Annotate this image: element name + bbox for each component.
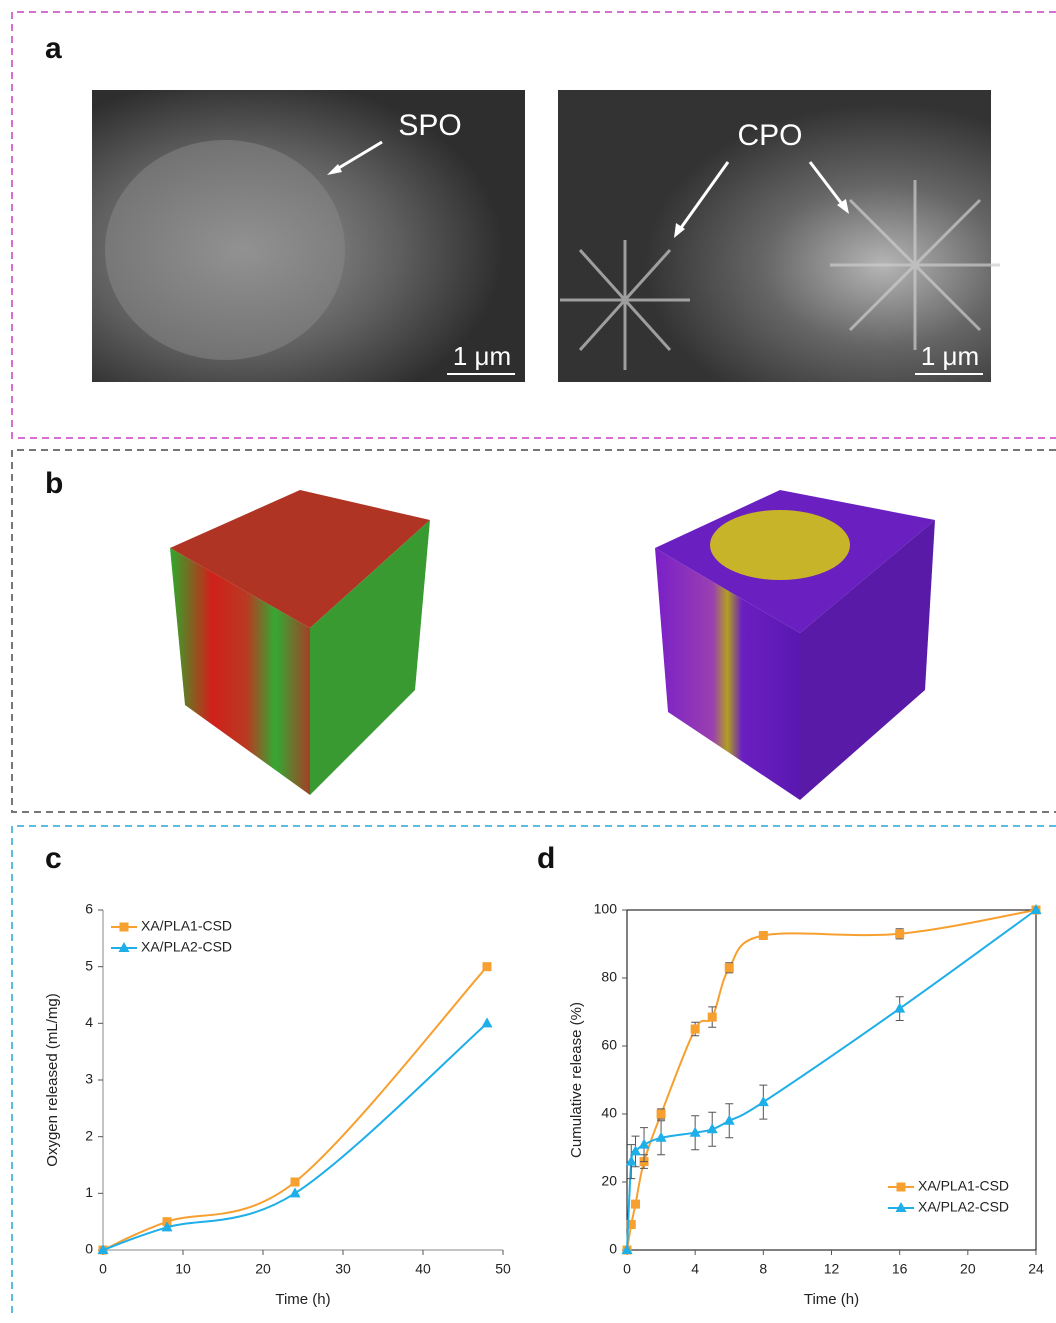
page: {"panel_labels": ["a", "b", "c", "d"], "… (0, 0, 1056, 1323)
particle (105, 140, 345, 360)
y-tick-label: 40 (601, 1105, 617, 1121)
marker (708, 1013, 717, 1022)
panel-label: c (45, 842, 62, 875)
x-tick-label: 0 (99, 1261, 107, 1277)
legend-marker (897, 1183, 906, 1192)
y-tick-label: 60 (601, 1037, 617, 1053)
panel-frame (12, 826, 1056, 1318)
legend-label: XA/PLA2-CSD (918, 1199, 1009, 1215)
panel-label: a (45, 32, 62, 65)
x-tick-label: 4 (691, 1261, 699, 1277)
marker (759, 931, 768, 940)
x-tick-label: 12 (824, 1261, 840, 1277)
y-tick-label: 0 (85, 1241, 93, 1257)
legend-marker (120, 923, 129, 932)
y-tick-label: 1 (85, 1184, 93, 1200)
image-label: SPO (398, 109, 461, 142)
marker (895, 929, 904, 938)
y-axis-title: Oxygen released (mL/mg) (44, 993, 61, 1166)
series-line (103, 967, 487, 1250)
scale-bar-label: 1 μm (921, 341, 979, 371)
x-tick-label: 40 (415, 1261, 431, 1277)
panel-label: d (537, 842, 555, 875)
legend-label: XA/PLA1-CSD (918, 1178, 1009, 1194)
y-axis-title: Cumulative release (%) (568, 1002, 585, 1158)
legend-label: XA/PLA2-CSD (141, 939, 232, 955)
y-tick-label: 6 (85, 901, 93, 917)
y-tick-label: 20 (601, 1173, 617, 1189)
figure: a b c d SPO CPO 1 μm 1 μm 01020304050012… (0, 0, 1056, 1318)
marker (482, 1017, 493, 1027)
x-tick-label: 0 (623, 1261, 631, 1277)
marker (725, 963, 734, 972)
marker (691, 1025, 700, 1034)
x-axis-title: Time (h) (275, 1291, 330, 1308)
x-tick-label: 16 (892, 1261, 908, 1277)
series-line (103, 1023, 487, 1250)
x-tick-label: 8 (759, 1261, 767, 1277)
marker (758, 1096, 769, 1106)
y-tick-label: 80 (601, 969, 617, 985)
x-axis-title: Time (h) (804, 1291, 859, 1308)
y-tick-label: 0 (609, 1241, 617, 1257)
x-tick-label: 10 (175, 1261, 191, 1277)
marker (657, 1110, 666, 1119)
y-tick-label: 4 (85, 1014, 93, 1030)
panel-label: b (45, 467, 63, 500)
y-tick-label: 5 (85, 957, 93, 973)
y-tick-label: 3 (85, 1071, 93, 1087)
marker (631, 1200, 640, 1209)
cube-region (710, 510, 850, 580)
image-label: CPO (737, 119, 802, 152)
y-tick-label: 100 (594, 901, 618, 917)
x-tick-label: 20 (960, 1261, 976, 1277)
marker (894, 1003, 905, 1013)
marker (290, 1187, 301, 1197)
x-tick-label: 30 (335, 1261, 351, 1277)
marker (483, 962, 492, 971)
x-tick-label: 24 (1028, 1261, 1044, 1277)
x-tick-label: 20 (255, 1261, 271, 1277)
x-tick-label: 50 (495, 1261, 511, 1277)
marker (291, 1178, 300, 1187)
y-tick-label: 2 (85, 1127, 93, 1143)
legend-label: XA/PLA1-CSD (141, 918, 232, 934)
scale-bar-label: 1 μm (453, 341, 511, 371)
